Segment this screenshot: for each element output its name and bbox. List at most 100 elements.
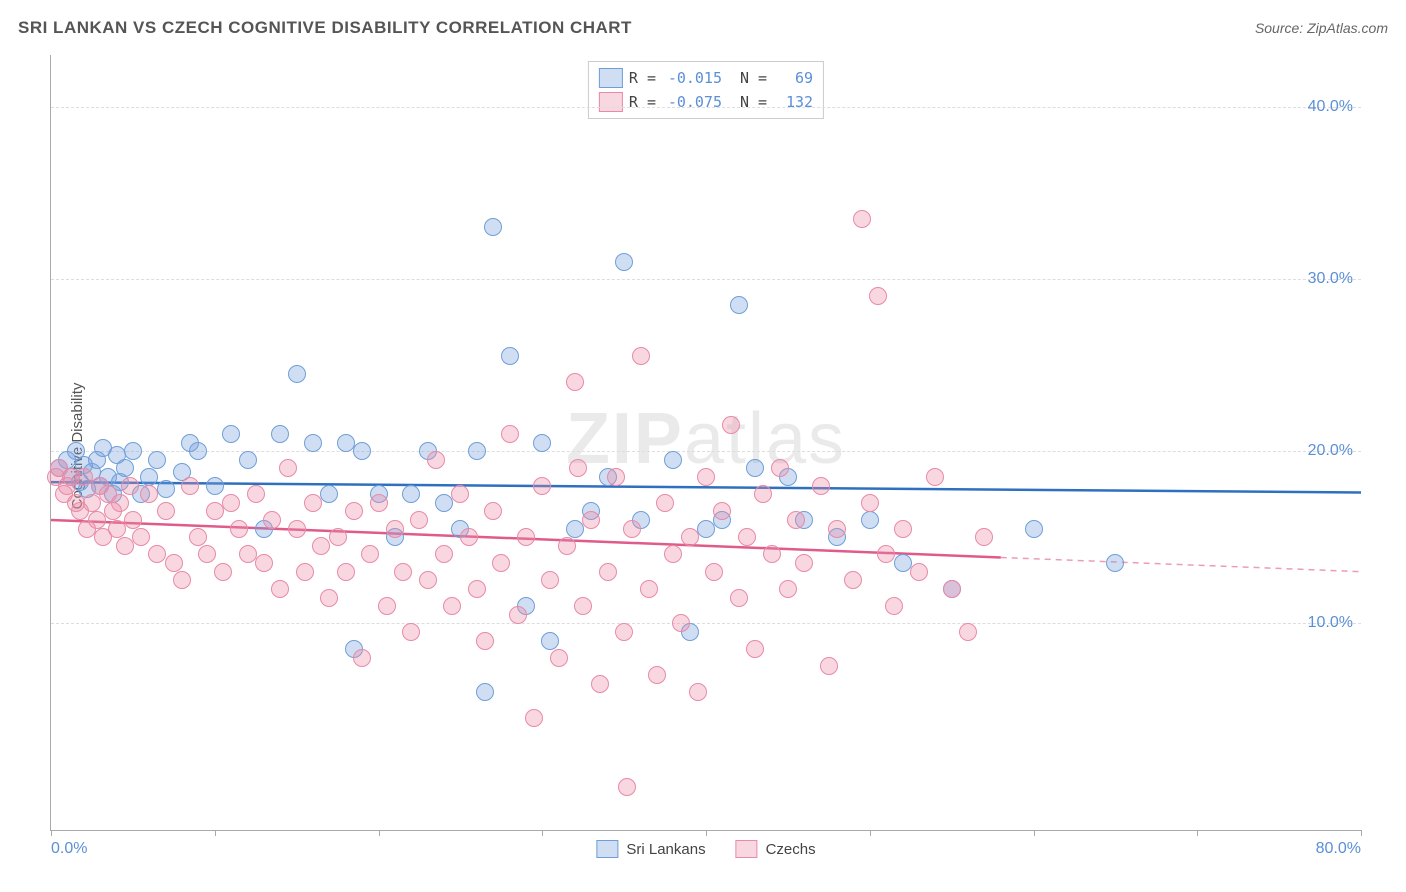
scatter-point: [501, 347, 519, 365]
scatter-point: [189, 528, 207, 546]
scatter-point: [337, 434, 355, 452]
scatter-point: [271, 580, 289, 598]
scatter-point: [386, 520, 404, 538]
scatter-point: [148, 451, 166, 469]
scatter-point: [189, 442, 207, 460]
legend-series-label: Czechs: [766, 841, 816, 858]
scatter-point: [787, 511, 805, 529]
scatter-point: [320, 485, 338, 503]
scatter-point: [722, 416, 740, 434]
scatter-point: [230, 520, 248, 538]
scatter-point: [517, 528, 535, 546]
scatter-point: [618, 778, 636, 796]
x-tick: [1034, 830, 1035, 836]
legend-series-label: Sri Lankans: [626, 841, 705, 858]
scatter-point: [648, 666, 666, 684]
scatter-point: [304, 494, 322, 512]
scatter-point: [173, 571, 191, 589]
scatter-point: [509, 606, 527, 624]
scatter-point: [959, 623, 977, 641]
scatter-point: [157, 502, 175, 520]
scatter-point: [812, 477, 830, 495]
scatter-point: [730, 296, 748, 314]
scatter-point: [746, 459, 764, 477]
scatter-point: [402, 623, 420, 641]
scatter-point: [664, 451, 682, 469]
scatter-point: [279, 459, 297, 477]
scatter-point: [894, 520, 912, 538]
scatter-point: [689, 683, 707, 701]
scatter-point: [1025, 520, 1043, 538]
scatter-point: [763, 545, 781, 563]
legend-swatch: [736, 840, 758, 858]
scatter-point: [419, 571, 437, 589]
scatter-point: [599, 563, 617, 581]
scatter-point: [926, 468, 944, 486]
scatter-point: [1106, 554, 1124, 572]
scatter-point: [771, 459, 789, 477]
scatter-point: [181, 477, 199, 495]
scatter-point: [132, 528, 150, 546]
legend-r-value: -0.015: [662, 69, 722, 87]
scatter-point: [410, 511, 428, 529]
scatter-point: [656, 494, 674, 512]
x-axis-max-label: 80.0%: [1316, 840, 1361, 858]
scatter-point: [124, 511, 142, 529]
scatter-point: [632, 347, 650, 365]
legend-series-item: Czechs: [736, 840, 816, 858]
scatter-point: [885, 597, 903, 615]
scatter-point: [222, 425, 240, 443]
x-tick: [542, 830, 543, 836]
scatter-point: [607, 468, 625, 486]
scatter-point: [157, 480, 175, 498]
gridline: [51, 623, 1361, 624]
scatter-point: [255, 554, 273, 572]
scatter-point: [451, 485, 469, 503]
scatter-point: [697, 520, 715, 538]
y-tick-label: 20.0%: [1308, 442, 1353, 460]
scatter-point: [566, 373, 584, 391]
legend-r-label: R =: [629, 93, 656, 111]
scatter-point: [263, 511, 281, 529]
scatter-point: [345, 502, 363, 520]
scatter-point: [108, 520, 126, 538]
scatter-point: [861, 494, 879, 512]
scatter-point: [353, 442, 371, 460]
x-tick: [1197, 830, 1198, 836]
scatter-point: [214, 563, 232, 581]
x-tick: [215, 830, 216, 836]
watermark-atlas: atlas: [684, 398, 846, 478]
scatter-point: [869, 287, 887, 305]
scatter-point: [198, 545, 216, 563]
scatter-point: [550, 649, 568, 667]
scatter-point: [124, 442, 142, 460]
legend-r-value: -0.075: [662, 93, 722, 111]
scatter-point: [746, 640, 764, 658]
legend-correlation-row: R =-0.015N =69: [599, 66, 813, 90]
scatter-point: [582, 511, 600, 529]
legend-series: Sri Lankans Czechs: [596, 840, 815, 858]
scatter-point: [435, 494, 453, 512]
scatter-point: [394, 563, 412, 581]
scatter-point: [779, 580, 797, 598]
scatter-point: [795, 554, 813, 572]
scatter-point: [861, 511, 879, 529]
scatter-point: [111, 494, 129, 512]
scatter-point: [320, 589, 338, 607]
scatter-point: [148, 545, 166, 563]
scatter-point: [541, 632, 559, 650]
scatter-point: [288, 520, 306, 538]
scatter-point: [492, 554, 510, 572]
legend-n-label: N =: [740, 69, 767, 87]
y-tick-label: 40.0%: [1308, 98, 1353, 116]
scatter-point: [820, 657, 838, 675]
scatter-point: [83, 494, 101, 512]
scatter-point: [623, 520, 641, 538]
scatter-point: [222, 494, 240, 512]
scatter-point: [615, 623, 633, 641]
legend-series-item: Sri Lankans: [596, 840, 705, 858]
scatter-point: [697, 468, 715, 486]
scatter-point: [713, 502, 731, 520]
scatter-point: [828, 520, 846, 538]
scatter-point: [312, 537, 330, 555]
